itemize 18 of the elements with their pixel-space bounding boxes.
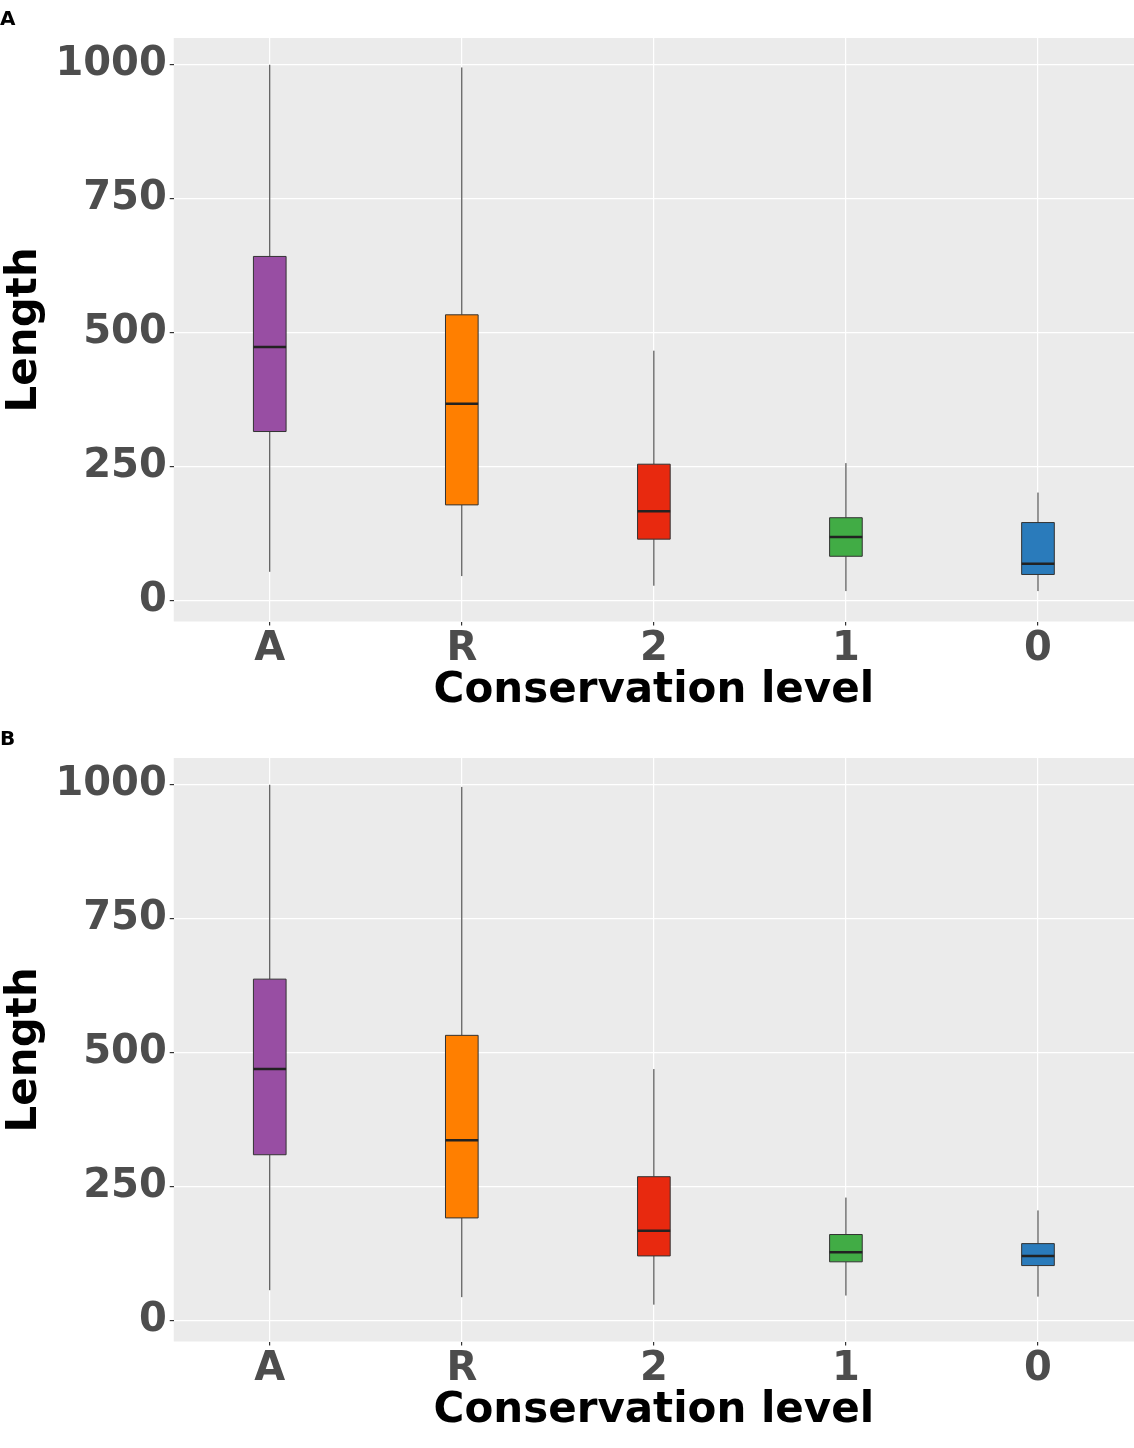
- y-tick-label: 0: [138, 573, 167, 620]
- x-tick-label: A: [254, 622, 286, 669]
- text: A: [0, 6, 16, 31]
- y-axis-title: Length: [0, 247, 47, 413]
- y-tick-label: 250: [83, 1159, 167, 1206]
- y-tick-label: 1000: [55, 38, 167, 85]
- y-tick-label: 1000: [55, 758, 167, 805]
- y-tick-label: 0: [138, 1293, 167, 1340]
- x-tick-label: 0: [1024, 622, 1052, 669]
- x-tick-label: A: [254, 1342, 286, 1389]
- text: B: [0, 726, 16, 751]
- y-tick-label: 250: [83, 439, 167, 486]
- y-tick-label: 500: [83, 305, 167, 352]
- y-tick-label: 750: [83, 892, 167, 939]
- y-axis-title: Length: [0, 967, 47, 1133]
- x-tick-label: 0: [1024, 1342, 1052, 1389]
- y-tick-label: 750: [83, 172, 167, 219]
- y-tick-label: 500: [83, 1025, 167, 1072]
